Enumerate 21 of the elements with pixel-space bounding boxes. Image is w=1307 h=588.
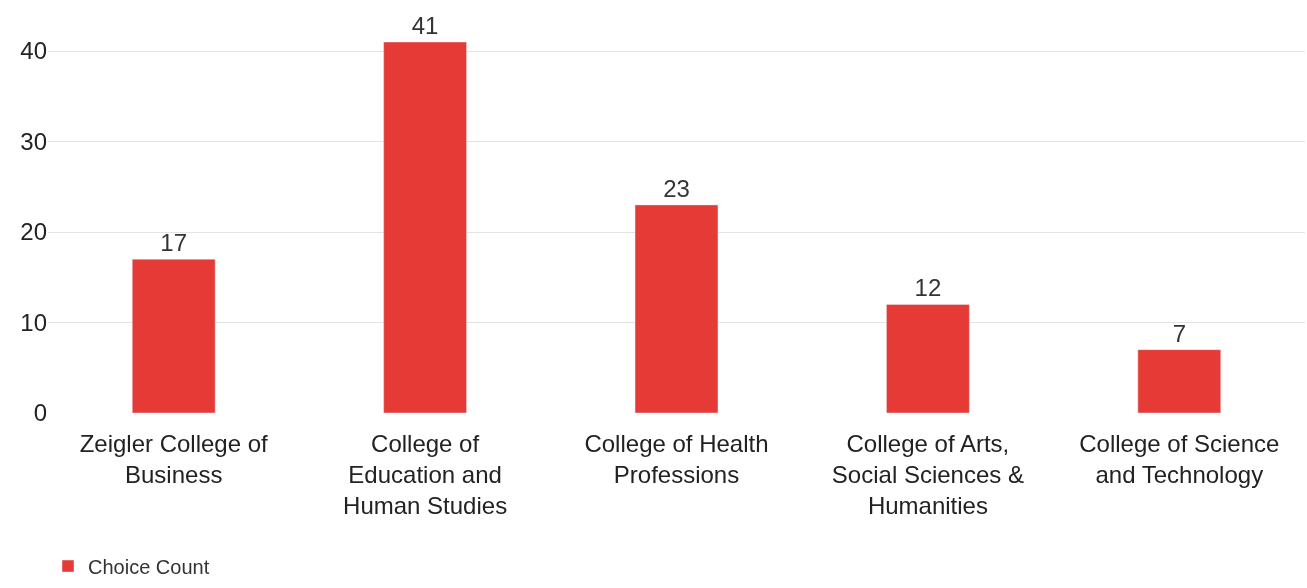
y-tick-label: 30 [20, 127, 47, 155]
bar [1137, 349, 1222, 413]
y-tick-label: 40 [20, 37, 47, 65]
x-tick-label: Zeigler College of Business [79, 430, 269, 489]
y-tick-label: 10 [20, 308, 47, 336]
legend-label: Choice Count [88, 555, 210, 578]
bar [131, 258, 216, 413]
y-tick-label: 20 [20, 218, 47, 246]
bar [886, 304, 970, 413]
data-label: 12 [914, 274, 942, 302]
bar [383, 42, 467, 413]
bar [634, 204, 719, 413]
x-tick-label: College of Health Professions [584, 430, 769, 489]
x-tick-label: College of Education and Human Studies [343, 430, 508, 520]
x-tick-label: College of Science and Technology [1079, 430, 1280, 489]
y-tick-label: 0 [33, 399, 47, 427]
data-label: 7 [1172, 319, 1186, 347]
data-label: 41 [411, 12, 439, 39]
data-label: 23 [663, 174, 690, 202]
data-label: 17 [160, 229, 188, 257]
x-tick-label: College of Arts, Social Sciences & Humanities [831, 430, 1024, 520]
